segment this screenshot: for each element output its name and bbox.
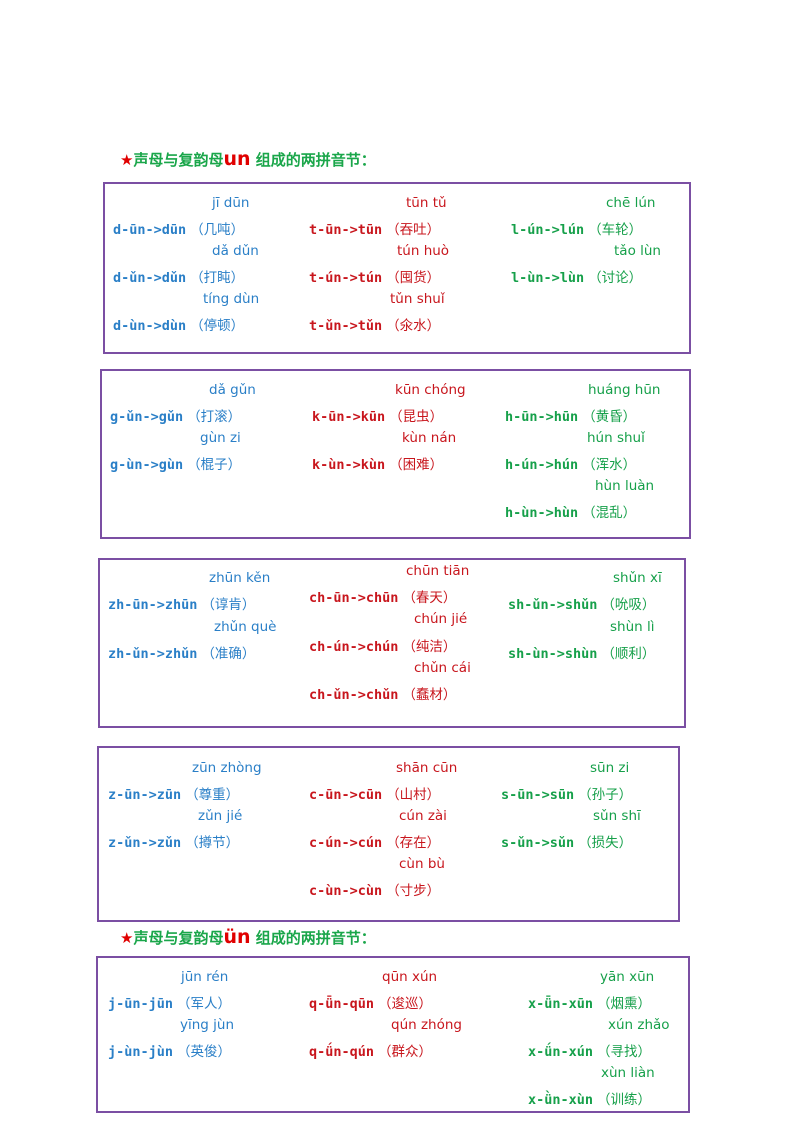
pinyin-label: tǔn shuǐ xyxy=(390,291,445,307)
pinyin-label: dǎ gǔn xyxy=(209,382,256,398)
spelling-row: sh-ùn->shùn （顺利） xyxy=(508,646,656,662)
pinyin-label: zhǔn què xyxy=(214,619,277,635)
heading-prefix: 声母与复韵母 xyxy=(133,929,224,947)
spelling-row: ch-ǔn->chǔn （蠢材） xyxy=(309,687,457,703)
star-icon: ★ xyxy=(120,929,134,947)
spelling-row: c-ùn->cùn （寸步） xyxy=(309,883,441,899)
heading-prefix: 声母与复韵母 xyxy=(133,151,224,169)
pinyin-label: chún jié xyxy=(414,611,468,627)
spelling-row: ch-ún->chún （纯洁） xyxy=(309,639,457,655)
syllable-box-d-t-l xyxy=(103,182,691,354)
spelling-row: x-ǜn-xùn （训练） xyxy=(528,1092,652,1108)
pinyin-label: huáng hūn xyxy=(588,382,661,398)
spelling-row: t-ǔn->tǔn （氽水） xyxy=(309,318,441,334)
pinyin-label: xùn liàn xyxy=(601,1065,655,1081)
spelling-row: d-ǔn->dǔn （打盹） xyxy=(113,270,245,286)
pinyin-label: cún zài xyxy=(399,808,447,824)
heading-final: un xyxy=(223,148,251,170)
spelling-row: ch-ūn->chūn （春天） xyxy=(309,590,457,606)
pinyin-label: sūn zi xyxy=(590,760,630,776)
spelling-row: t-ūn->tūn （吞吐） xyxy=(309,222,441,238)
pinyin-label: jī dūn xyxy=(212,195,250,211)
pinyin-label: sǔn shī xyxy=(593,808,641,824)
spelling-row: l-ún->lún （车轮） xyxy=(511,222,643,238)
spelling-row: g-ǔn->gǔn （打滚） xyxy=(110,409,242,425)
pinyin-label: hùn luàn xyxy=(595,478,655,494)
pinyin-label: shùn lì xyxy=(610,619,655,635)
pinyin-label: tún huò xyxy=(397,243,450,259)
pinyin-label: tíng dùn xyxy=(203,291,260,307)
spelling-row: zh-ūn->zhūn （谆肯） xyxy=(108,597,256,613)
spelling-row: x-ǖn-xūn （烟熏） xyxy=(528,996,652,1012)
spelling-row: h-ún->hún （浑水） xyxy=(505,457,637,473)
pinyin-label: cùn bù xyxy=(399,856,445,872)
pinyin-label: tǎo lùn xyxy=(614,243,661,259)
spelling-row: h-ūn->hūn （黄昏） xyxy=(505,409,637,425)
spelling-row: q-ǘn-qún （群众） xyxy=(309,1044,433,1060)
pinyin-label: chūn tiān xyxy=(406,563,470,579)
section-heading-vn: ★声母与复韵母ün 组成的两拼音节： xyxy=(120,926,376,948)
star-icon: ★ xyxy=(120,151,134,169)
spelling-row: sh-ǔn->shǔn （吮吸） xyxy=(508,597,656,613)
pinyin-label: xún zhǎo xyxy=(608,1017,670,1033)
heading-final: ün xyxy=(223,926,251,948)
spelling-row: t-ún->tún （囤货） xyxy=(309,270,441,286)
pinyin-label: shān cūn xyxy=(396,760,458,776)
spelling-row: c-ún->cún （存在） xyxy=(309,835,441,851)
pinyin-label: chē lún xyxy=(606,195,656,211)
pinyin-label: tūn tǔ xyxy=(406,195,447,211)
pinyin-label: qún zhóng xyxy=(391,1017,463,1033)
spelling-row: d-ūn->dūn （几吨） xyxy=(113,222,245,238)
spelling-row: j-ùn-jùn （英俊） xyxy=(108,1044,232,1060)
spelling-row: c-ūn->cūn （山村） xyxy=(309,787,441,803)
spelling-row: zh-ǔn->zhǔn （准确） xyxy=(108,646,256,662)
spelling-row: k-ùn->kùn （困难） xyxy=(312,457,444,473)
pinyin-label: zūn zhòng xyxy=(192,760,262,776)
spelling-row: h-ùn->hùn （混乱） xyxy=(505,505,637,521)
pinyin-label: hún shuǐ xyxy=(587,430,645,446)
pinyin-label: gùn zi xyxy=(200,430,241,446)
pinyin-label: qūn xún xyxy=(382,969,438,985)
spelling-row: j-ūn-jūn （军人） xyxy=(108,996,232,1012)
heading-suffix: 组成的两拼音节： xyxy=(250,929,376,947)
pinyin-label: zǔn jié xyxy=(198,808,243,824)
syllable-box-z-c-s xyxy=(97,746,680,922)
spelling-row: l-ùn->lùn （讨论） xyxy=(511,270,643,286)
syllable-box-g-k-h xyxy=(100,369,691,539)
pinyin-label: zhūn kěn xyxy=(209,570,271,586)
spelling-row: s-ǔn->sǔn （损失） xyxy=(501,835,633,851)
spelling-row: z-ūn->zūn （尊重） xyxy=(108,787,240,803)
pinyin-label: yān xūn xyxy=(600,969,655,985)
pinyin-label: kūn chóng xyxy=(395,382,466,398)
pinyin-label: dǎ dǔn xyxy=(212,243,259,259)
spelling-row: s-ūn->sūn （孙子） xyxy=(501,787,633,803)
syllable-box-j-q-x xyxy=(96,956,690,1113)
section-heading-un: ★声母与复韵母un 组成的两拼音节： xyxy=(120,148,376,170)
spelling-row: q-ǖn-qūn （逡巡） xyxy=(309,996,433,1012)
pinyin-label: shǔn xī xyxy=(613,570,662,586)
pinyin-label: jūn rén xyxy=(181,969,229,985)
pinyin-label: kùn nán xyxy=(402,430,457,446)
syllable-box-zh-ch-sh xyxy=(98,558,686,728)
spelling-row: x-ǘn-xún （寻找） xyxy=(528,1044,652,1060)
spelling-row: d-ùn->dùn （停顿） xyxy=(113,318,245,334)
heading-suffix: 组成的两拼音节： xyxy=(250,151,376,169)
spelling-row: g-ùn->gùn （棍子） xyxy=(110,457,242,473)
pinyin-label: yīng jùn xyxy=(180,1017,235,1033)
spelling-row: k-ūn->kūn （昆虫） xyxy=(312,409,444,425)
pinyin-label: chǔn cái xyxy=(414,660,471,676)
spelling-row: z-ǔn->zǔn （撙节） xyxy=(108,835,240,851)
